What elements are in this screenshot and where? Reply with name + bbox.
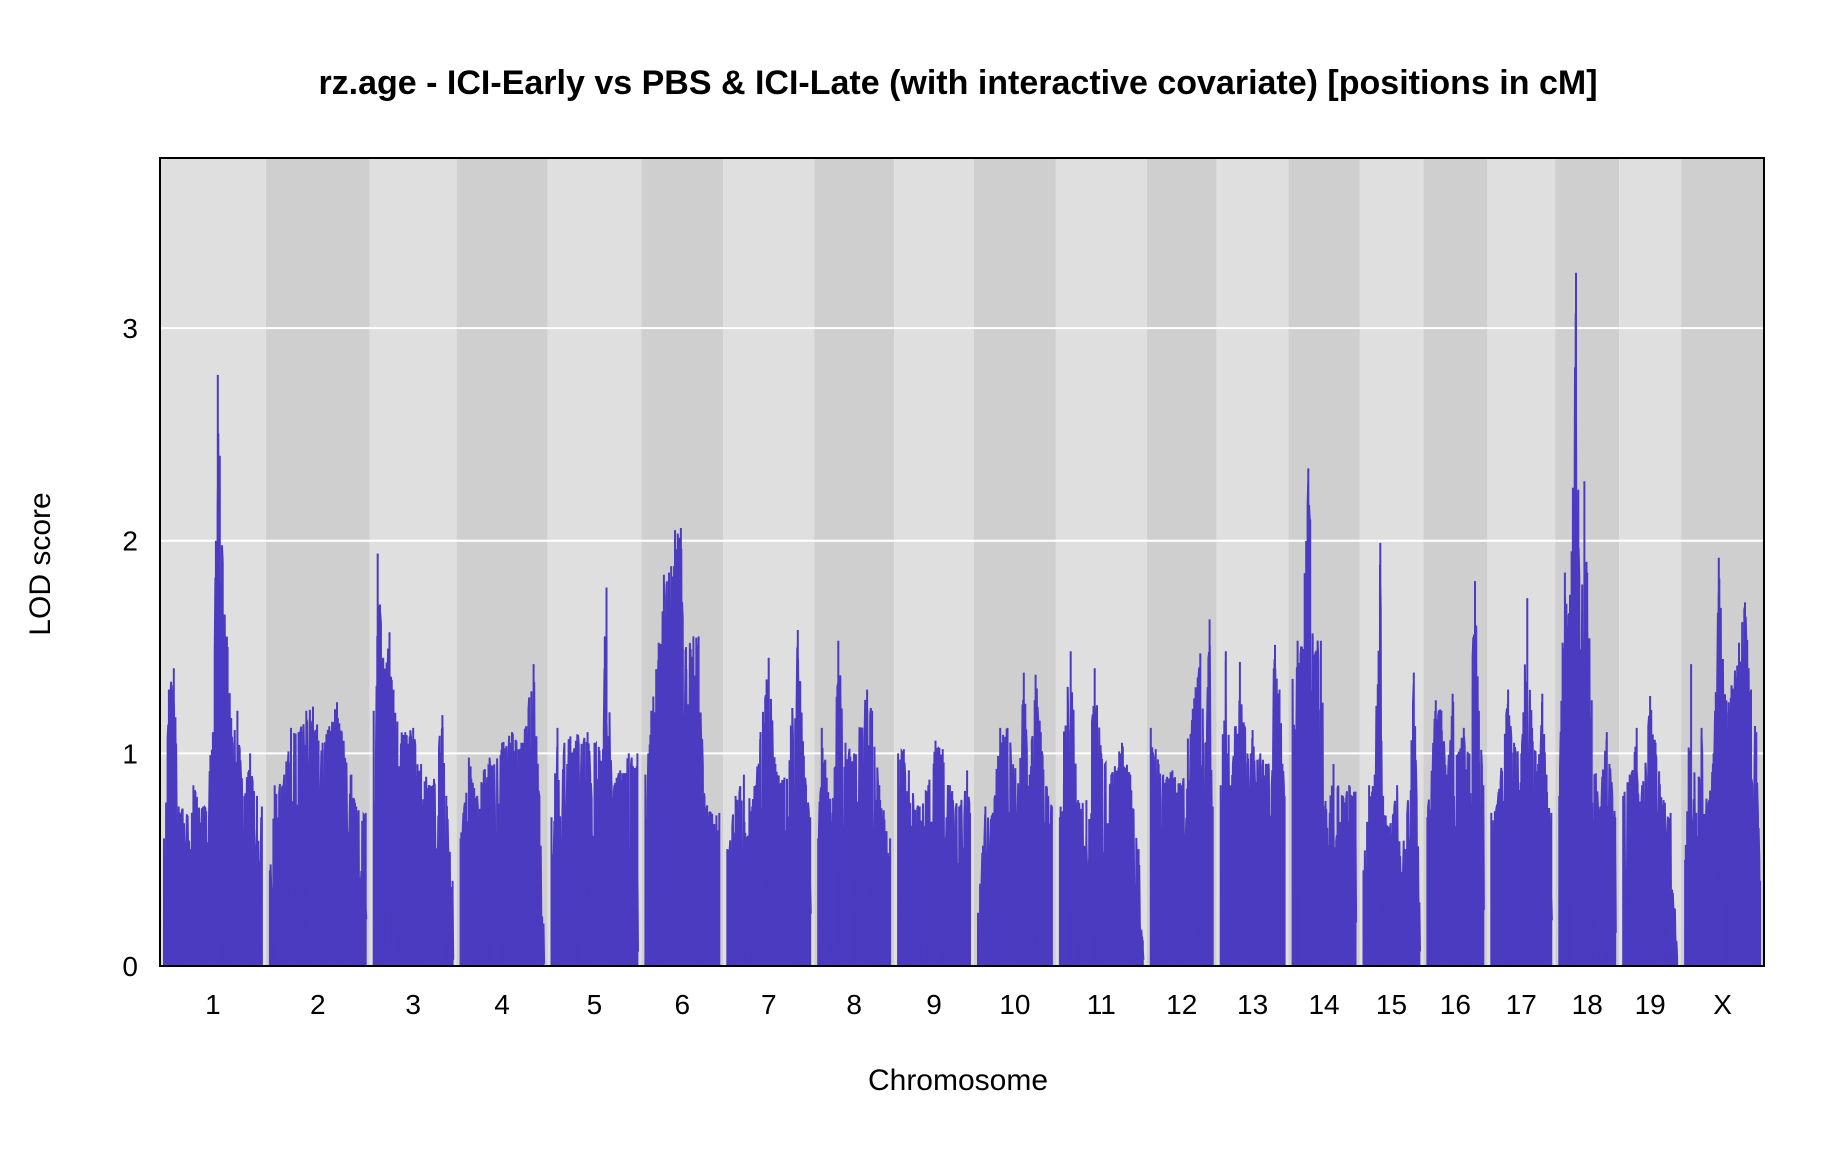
x-tick-label-chr-6: 6 bbox=[675, 989, 691, 1020]
x-axis-label: Chromosome bbox=[868, 1064, 1048, 1097]
lod-series-chr-8 bbox=[817, 640, 892, 966]
lod-series-chr-9 bbox=[897, 740, 971, 966]
lod-series-chr-1 bbox=[163, 374, 263, 966]
x-tick-label-chr-17: 17 bbox=[1506, 989, 1537, 1020]
lod-series-chr-14 bbox=[1291, 468, 1358, 966]
lod-series-chr-19 bbox=[1622, 696, 1679, 966]
x-tick-label-chr-3: 3 bbox=[405, 989, 421, 1020]
lod-series-chr-4 bbox=[459, 664, 546, 966]
x-tick-label-chr-2: 2 bbox=[310, 989, 326, 1020]
lod-series-chr-x bbox=[1684, 557, 1761, 966]
x-tick-label-chr-12: 12 bbox=[1166, 989, 1197, 1020]
x-axis: 1 2 3 4 5 6 7 8 9 10 11 12 13 14 15 16 17 18 19 X bbox=[205, 989, 1732, 1020]
lod-series-chr-2 bbox=[268, 702, 368, 966]
x-tick-label-chr-18: 18 bbox=[1572, 989, 1603, 1020]
lod-series-chr-11 bbox=[1058, 651, 1145, 966]
x-tick-label-chr-8: 8 bbox=[846, 989, 862, 1020]
x-tick-label-chr-14: 14 bbox=[1308, 989, 1339, 1020]
lod-series-chr-16 bbox=[1426, 581, 1485, 966]
y-tick-label-2: 2 bbox=[122, 526, 138, 557]
lod-series-chr-6 bbox=[644, 528, 721, 966]
lod-series-chr-13 bbox=[1219, 644, 1286, 966]
lod-series-chr-5 bbox=[550, 587, 639, 966]
x-tick-label-chr-16: 16 bbox=[1440, 989, 1471, 1020]
y-axis-label: LOD score bbox=[24, 492, 57, 635]
lod-series-chr-7 bbox=[726, 630, 812, 966]
y-tick-label-0: 0 bbox=[122, 951, 138, 982]
x-tick-label-chr-10: 10 bbox=[999, 989, 1030, 1020]
plot-frame bbox=[159, 157, 1765, 967]
x-tick-label-chr-13: 13 bbox=[1237, 989, 1268, 1020]
chart-title: rz.age - ICI-Early vs PBS & ICI-Late (wi… bbox=[318, 64, 1597, 102]
x-tick-label-chr-19: 19 bbox=[1635, 989, 1666, 1020]
lod-series-chr-15 bbox=[1362, 542, 1421, 966]
y-tick-label-3: 3 bbox=[122, 313, 138, 344]
x-tick-label-chr-4: 4 bbox=[494, 989, 510, 1020]
x-tick-label-chr-5: 5 bbox=[587, 989, 603, 1020]
lod-series bbox=[163, 272, 1761, 966]
x-tick-label-chr-x: X bbox=[1713, 989, 1732, 1020]
y-axis: 0 1 2 3 bbox=[122, 313, 138, 982]
lod-series-chr-17 bbox=[1490, 598, 1553, 966]
lod-series-chr-18 bbox=[1558, 272, 1617, 966]
lod-series-chr-3 bbox=[372, 553, 455, 966]
x-tick-label-chr-9: 9 bbox=[926, 989, 942, 1020]
x-tick-label-chr-15: 15 bbox=[1376, 989, 1407, 1020]
x-tick-label-chr-7: 7 bbox=[761, 989, 777, 1020]
x-tick-label-chr-11: 11 bbox=[1087, 989, 1116, 1020]
lod-series-chr-12 bbox=[1149, 619, 1214, 966]
grid-lines bbox=[160, 327, 1764, 755]
lod-series-chr-10 bbox=[977, 672, 1053, 966]
y-tick-label-1: 1 bbox=[122, 738, 138, 769]
x-tick-label-chr-1: 1 bbox=[205, 989, 221, 1020]
